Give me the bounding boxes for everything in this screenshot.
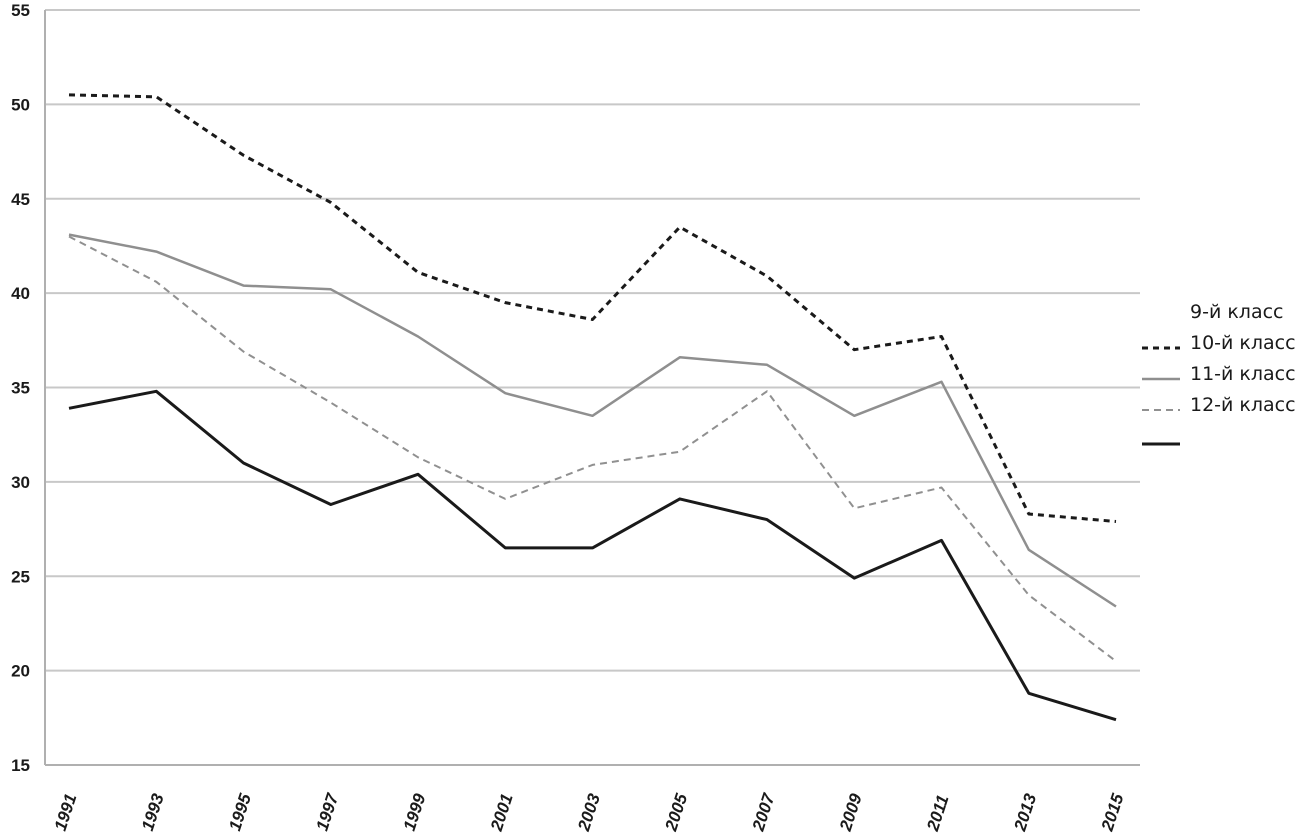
y-tick-label: 45 <box>11 190 30 209</box>
y-tick-label: 55 <box>11 1 30 20</box>
y-tick-label: 40 <box>11 284 30 303</box>
series-line-4 <box>68 389 1117 722</box>
x-tick-label: 1997 <box>312 790 342 833</box>
series-line-3 <box>68 235 1117 662</box>
y-tick-label: 30 <box>11 473 30 492</box>
x-tick-label: 1991 <box>51 791 81 833</box>
y-tick-label: 35 <box>11 379 30 398</box>
series-line-1 <box>68 93 1117 523</box>
series-line-2 <box>68 233 1117 608</box>
x-tick-label: 2005 <box>661 791 691 834</box>
y-tick-label: 50 <box>11 95 30 114</box>
x-tick-label: 1993 <box>138 791 168 833</box>
legend-label-1: 9-й класс <box>1190 301 1284 323</box>
x-tick-label: 1995 <box>225 791 255 833</box>
grid-lines <box>44 9 1140 766</box>
x-tick-label: 2003 <box>574 791 604 834</box>
x-axis-ticks: 1991 1993 1995 1997 1999 2001 2003 2005 2007 2009… <box>51 790 1128 834</box>
legend-label-2: 10-й класс <box>1190 332 1296 354</box>
x-tick-label: 2015 <box>1097 791 1127 834</box>
x-tick-label: 2013 <box>1010 791 1040 834</box>
legend: 9-й класс 10-й класс 11-й класс 12-й кла… <box>1142 301 1296 446</box>
legend-label-4: 12-й класс <box>1190 394 1296 416</box>
x-tick-label: 2001 <box>487 791 517 834</box>
x-tick-label: 2009 <box>836 791 866 834</box>
y-tick-label: 25 <box>11 567 30 586</box>
legend-label-3: 11-й класс <box>1190 363 1296 385</box>
y-axis-ticks: 15 20 25 30 35 40 45 50 55 <box>11 1 30 775</box>
x-tick-label: 2007 <box>748 790 779 834</box>
series-lines <box>68 93 1117 722</box>
x-tick-label: 1999 <box>400 791 430 833</box>
y-tick-label: 20 <box>11 662 30 681</box>
y-tick-label: 15 <box>11 756 30 775</box>
x-tick-label: 2011 <box>923 793 953 835</box>
